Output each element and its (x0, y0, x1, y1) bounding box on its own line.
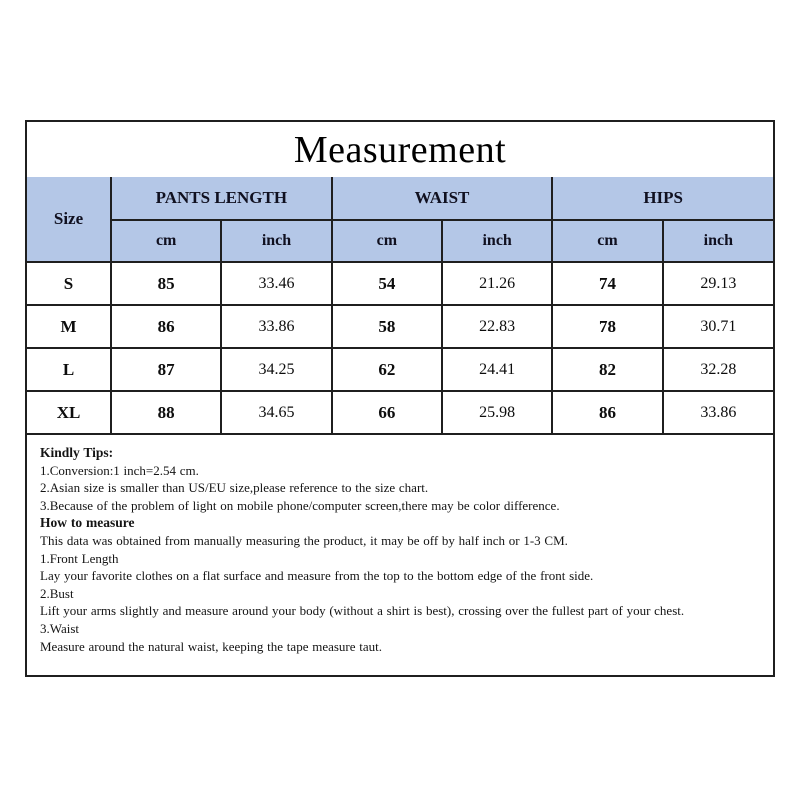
tip-line: 2.Bust (40, 585, 74, 601)
tip-line: Lay your favorite clothes on a flat surf… (40, 568, 594, 584)
tip-line: 3.Because of the problem of light on mob… (40, 497, 560, 513)
table-cell: 58 (330, 304, 443, 349)
table-cell: 86 (109, 304, 223, 349)
table-cell: 33.86 (661, 390, 773, 435)
unit-header-pants-cm: cm (111, 219, 223, 263)
table-cell: 24.41 (440, 347, 554, 392)
unit-header-waist-cm: cm (330, 219, 443, 263)
table-cell: 87 (109, 347, 223, 392)
table-cell: 33.46 (220, 261, 333, 306)
size-label: M (27, 304, 112, 349)
size-label: S (27, 261, 112, 306)
table-cell: 25.98 (440, 390, 554, 435)
measurement-card: Measurement Size PANTS LENGTH WAIST HIPS… (25, 120, 775, 677)
table-cell: 78 (551, 304, 664, 349)
table-cell: 32.28 (661, 347, 773, 392)
table-row-s: S 85 33.46 54 21.26 74 29.13 (27, 261, 773, 306)
col-header-waist: WAIST (330, 177, 554, 221)
tip-line: 1.Front Length (40, 550, 119, 566)
table-cell: 74 (551, 261, 664, 306)
unit-header-waist-inch: inch (440, 219, 554, 263)
size-label: XL (27, 390, 112, 435)
table-cell: 34.65 (220, 390, 333, 435)
table-cell: 86 (551, 390, 664, 435)
unit-header-hips-cm: cm (551, 219, 664, 263)
tips-section: Kindly Tips: 1.Conversion:1 inch=2.54 cm… (27, 435, 773, 675)
table-row-m: M 86 33.86 58 22.83 78 30.71 (27, 304, 773, 349)
table-cell: 34.25 (220, 347, 333, 392)
col-header-size: Size (27, 177, 112, 263)
tip-line: 3.Waist (40, 620, 80, 636)
unit-header-hips-inch: inch (661, 219, 773, 263)
table-cell: 85 (109, 261, 223, 306)
table-row-l: L 87 34.25 62 24.41 82 32.28 (27, 347, 773, 392)
table-cell: 82 (551, 347, 664, 392)
chart-title: Measurement (293, 128, 507, 171)
table-cell: 33.86 (220, 304, 333, 349)
tip-line: Measure around the natural waist, keepin… (40, 638, 383, 654)
tip-line: Lift your arms slightly and measure arou… (40, 603, 685, 619)
how-to-measure-heading: How to measure (40, 515, 135, 531)
size-label: L (27, 347, 112, 392)
tip-line: This data was obtained from manually mea… (40, 532, 568, 548)
table-cell: 22.83 (440, 304, 554, 349)
table-row-xl: XL 88 34.65 66 25.98 86 33.86 (27, 390, 773, 435)
table-cell: 62 (330, 347, 443, 392)
tips-heading: Kindly Tips: (40, 445, 114, 460)
tip-line: 2.Asian size is smaller than US/EU size,… (40, 480, 429, 496)
unit-header-pants-inch: inch (220, 219, 333, 263)
table-cell: 66 (330, 390, 443, 435)
col-header-hips: HIPS (551, 177, 773, 221)
tip-line: 1.Conversion:1 inch=2.54 cm. (40, 462, 199, 478)
size-table: Size PANTS LENGTH WAIST HIPS cm inch cm … (27, 177, 773, 435)
table-cell: 54 (330, 261, 443, 306)
table-cell: 88 (109, 390, 223, 435)
table-cell: 29.13 (661, 261, 773, 306)
col-header-pants-length: PANTS LENGTH (110, 177, 333, 221)
table-cell: 21.26 (440, 261, 554, 306)
table-cell: 30.71 (661, 304, 773, 349)
